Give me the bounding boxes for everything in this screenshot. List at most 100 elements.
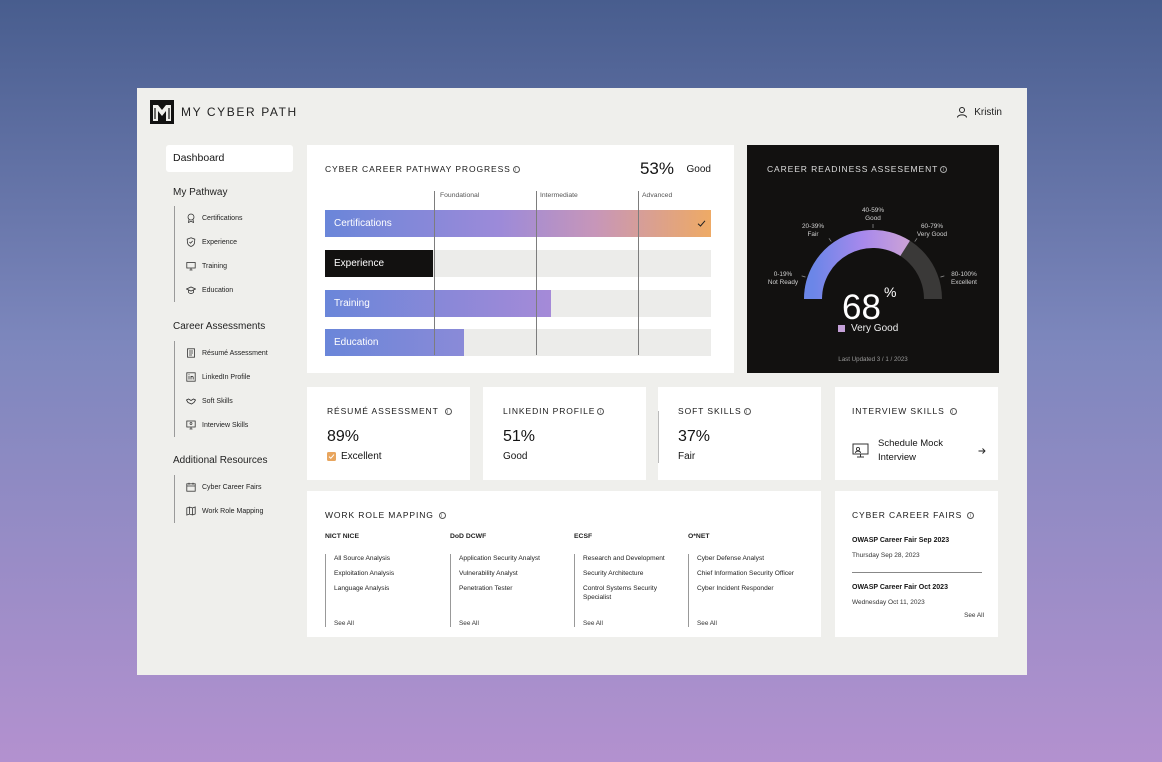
sidebar-item-training[interactable]: Training [186, 254, 242, 278]
sidebar-item-certifications[interactable]: Certifications [186, 206, 242, 230]
gauge-label-fair: 20-39% Fair [801, 223, 825, 238]
see-all-link[interactable]: See All [697, 620, 717, 627]
sidebar-item-label: Experience [202, 238, 238, 246]
career-fair-name[interactable]: OWASP Career Fair Oct 2023 [852, 584, 948, 591]
progress-bar-experience[interactable]: Experience [325, 250, 711, 277]
sidebar-section-additional-resources[interactable]: Additional Resources [173, 455, 268, 466]
sidebar-item-education[interactable]: Education [186, 278, 242, 302]
sidebar-group-additional-resources: Cyber Career Fairs Work Role Mapping [174, 475, 263, 523]
shield-icon [186, 237, 196, 247]
work-role-item[interactable]: Penetration Tester [459, 584, 513, 592]
user-name: Kristin [974, 106, 1002, 118]
sidebar-item-label: Résumé Assessment [202, 349, 268, 357]
metric-rating: Excellent [341, 451, 382, 462]
app-window: MY CYBER PATH Kristin Dashboard My Pathw… [137, 88, 1027, 675]
career-readiness-card: CAREER READINESS ASSESEMENT i 0-19% Not Re… [747, 145, 999, 373]
info-icon[interactable]: i [743, 408, 751, 415]
metric-percent: 51% [503, 428, 536, 445]
work-role-column-dod-dcwf: DoD DCWF Application Security Analyst Vu… [450, 533, 540, 627]
level-divider [536, 191, 537, 355]
work-role-item[interactable]: Application Security Analyst [459, 555, 540, 562]
work-role-item[interactable]: Control Systems Security Specialist [583, 584, 658, 601]
sidebar-item-label: Cyber Career Fairs [202, 483, 262, 491]
document-icon [187, 348, 195, 358]
sidebar-item-experience[interactable]: Experience [186, 230, 242, 254]
badge-icon [187, 213, 195, 223]
user-icon [957, 107, 968, 118]
logo[interactable]: MY CYBER PATH [150, 100, 298, 124]
soft-skills-card[interactable]: SOFT SKILLS i 37% Fair [658, 387, 821, 480]
level-divider [638, 191, 639, 355]
progress-bar-label: Experience [334, 258, 385, 269]
monitor-icon [186, 262, 196, 271]
sidebar-item-label: Training [202, 262, 228, 270]
career-fair-date: Wednesday Oct 11, 2023 [852, 599, 925, 606]
gauge-tick [914, 238, 918, 242]
progress-bar-label: Education [334, 337, 379, 348]
readiness-gauge [801, 224, 945, 300]
sidebar-item-interview-skills[interactable]: Interview Skills [186, 413, 268, 437]
work-role-item[interactable]: Exploitation Analysis [334, 569, 395, 577]
work-role-item[interactable]: Chief Information Security Officer [697, 569, 794, 577]
metric-percent: 37% [678, 428, 711, 445]
linkedin-profile-card[interactable]: LINKEDIN PROFILE i 51% Good [483, 387, 646, 480]
see-all-link[interactable]: See All [964, 612, 984, 619]
work-role-item[interactable]: All Source Analysis [334, 555, 391, 562]
check-icon [697, 220, 706, 227]
info-icon[interactable]: i [512, 166, 520, 173]
work-role-column-head: DoD DCWF [450, 533, 487, 540]
metric-title: SOFT SKILLS [678, 406, 742, 416]
metric-rating: Good [503, 451, 528, 462]
sidebar-group-my-pathway: Certifications Experience Training Educa… [174, 206, 242, 302]
gauge-fill [804, 230, 910, 300]
gauge-label-excellent: 80-100% Excellent [951, 271, 977, 286]
progress-bar-certifications[interactable]: Certifications [325, 210, 711, 237]
work-role-item[interactable]: Security Architecture [583, 569, 644, 577]
readiness-rating: Very Good [838, 323, 898, 334]
info-icon[interactable]: i [438, 512, 446, 519]
work-role-item[interactable]: Cyber Defense Analyst [697, 555, 765, 562]
progress-fill-education [325, 329, 464, 356]
gauge-tick [940, 275, 945, 278]
sidebar-section-career-assessments[interactable]: Career Assessments [173, 321, 266, 332]
see-all-link[interactable]: See All [583, 620, 603, 627]
fairs-title: CYBER CAREER FAIRS [852, 510, 963, 520]
see-all-link[interactable]: See All [459, 620, 479, 627]
progress-fill-certifications [325, 210, 711, 237]
progress-bar-education[interactable]: Education [325, 329, 711, 356]
see-all-link[interactable]: See All [334, 620, 354, 627]
interview-icon [186, 420, 196, 430]
sidebar-item-label: Certifications [202, 214, 243, 222]
work-role-item[interactable]: Language Analysis [334, 584, 390, 592]
pathway-rating: Good [686, 164, 711, 175]
schedule-mock-interview-label: Schedule Mock Interview [878, 438, 943, 463]
progress-fill-experience [325, 250, 434, 277]
level-label-foundational: Foundational [440, 192, 480, 199]
level-label-advanced: Advanced [642, 192, 673, 199]
rating-swatch [838, 325, 845, 332]
progress-bar-training[interactable]: Training [325, 290, 711, 317]
sidebar-item-work-role-mapping[interactable]: Work Role Mapping [186, 499, 263, 523]
logo-mark-icon [150, 100, 174, 124]
info-icon[interactable]: i [967, 512, 975, 519]
work-role-item[interactable]: Cyber Incident Responder [697, 584, 774, 592]
readiness-title: CAREER READINESS ASSESEMENT [767, 164, 939, 174]
resume-assessment-card[interactable]: RÉSUMÉ ASSESSMENT i 89% Excellent [307, 387, 470, 480]
sidebar-item-cyber-career-fairs[interactable]: Cyber Career Fairs [186, 475, 263, 499]
info-icon[interactable]: i [597, 408, 605, 415]
sidebar-item-soft-skills[interactable]: Soft Skills [186, 389, 268, 413]
work-role-item[interactable]: Research and Development [583, 555, 665, 562]
schedule-mock-interview-button[interactable]: Schedule Mock Interview [852, 437, 986, 465]
work-role-mapping-card: WORK ROLE MAPPING i NICT NICE All Source … [307, 491, 821, 637]
info-icon[interactable]: i [444, 408, 452, 415]
career-fair-name[interactable]: OWASP Career Fair Sep 2023 [852, 537, 950, 544]
sidebar-item-resume-assessment[interactable]: Résumé Assessment [186, 341, 268, 365]
info-icon[interactable]: i [940, 166, 948, 173]
sidebar-item-linkedin-profile[interactable]: LinkedIn Profile [186, 365, 268, 389]
user-menu[interactable]: Kristin [956, 106, 1002, 118]
info-icon[interactable]: i [949, 408, 957, 415]
work-role-item[interactable]: Vulnerability Analyst [459, 569, 518, 577]
sidebar-item-dashboard[interactable]: Dashboard [166, 145, 293, 172]
sidebar-section-my-pathway[interactable]: My Pathway [173, 187, 228, 198]
level-label-intermediate: Intermediate [540, 192, 578, 199]
